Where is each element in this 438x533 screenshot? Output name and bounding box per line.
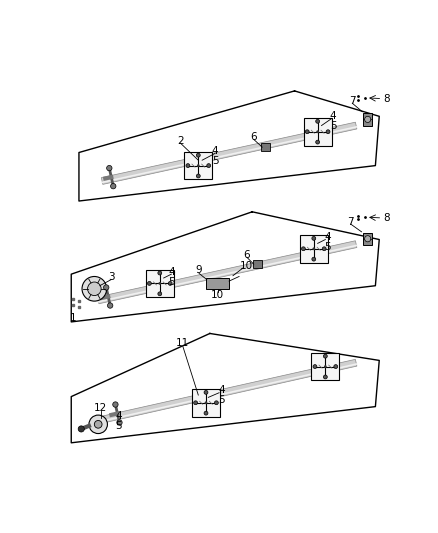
Bar [311, 353, 339, 381]
Polygon shape [101, 359, 357, 423]
Text: 4: 4 [168, 267, 175, 277]
Text: 8: 8 [384, 213, 390, 223]
Text: 11: 11 [176, 338, 190, 349]
Circle shape [113, 402, 118, 407]
Bar [261, 143, 270, 151]
Circle shape [159, 282, 161, 285]
Circle shape [197, 164, 200, 167]
Bar [206, 278, 229, 289]
Circle shape [364, 116, 371, 123]
Circle shape [312, 257, 316, 261]
Circle shape [312, 247, 315, 250]
Text: 6: 6 [244, 250, 250, 260]
Text: 12: 12 [94, 403, 107, 413]
Text: 5: 5 [116, 421, 122, 431]
Bar [304, 118, 332, 146]
Bar [184, 152, 212, 180]
Circle shape [322, 247, 326, 251]
Circle shape [301, 247, 305, 251]
Circle shape [106, 165, 112, 171]
Text: 4: 4 [218, 385, 225, 395]
Text: 4: 4 [330, 111, 336, 122]
Circle shape [334, 365, 338, 368]
Circle shape [158, 271, 162, 275]
Circle shape [205, 401, 207, 404]
Circle shape [312, 237, 316, 240]
Text: 8: 8 [384, 94, 390, 103]
Polygon shape [98, 241, 357, 304]
Circle shape [316, 119, 320, 123]
Bar [363, 232, 372, 245]
Text: 7: 7 [347, 217, 354, 227]
Circle shape [158, 292, 162, 296]
Text: 3: 3 [108, 272, 115, 282]
Circle shape [103, 285, 109, 290]
Circle shape [364, 236, 371, 242]
Bar [300, 235, 328, 263]
Circle shape [326, 130, 330, 134]
Circle shape [204, 411, 208, 415]
Text: 7: 7 [349, 96, 356, 106]
Circle shape [82, 277, 107, 301]
Circle shape [89, 415, 107, 433]
Circle shape [94, 421, 102, 428]
Circle shape [204, 391, 208, 394]
Circle shape [316, 131, 319, 133]
Text: 4: 4 [212, 146, 219, 156]
Polygon shape [101, 122, 357, 184]
Text: 5: 5 [168, 277, 175, 287]
Text: 4: 4 [116, 411, 122, 421]
Text: 5: 5 [325, 242, 331, 252]
Bar [192, 389, 220, 417]
Circle shape [305, 130, 309, 134]
Text: 10: 10 [211, 290, 224, 300]
Circle shape [323, 354, 327, 358]
Circle shape [168, 281, 172, 285]
Bar [363, 113, 372, 126]
Circle shape [313, 365, 317, 368]
Circle shape [88, 282, 101, 296]
Circle shape [110, 183, 116, 189]
Text: 6: 6 [251, 132, 257, 142]
Text: 9: 9 [196, 265, 202, 276]
Text: 1: 1 [70, 313, 76, 323]
Circle shape [186, 164, 190, 167]
Text: 5: 5 [330, 122, 336, 131]
Circle shape [196, 154, 200, 157]
Circle shape [316, 140, 320, 144]
Text: 4: 4 [325, 232, 331, 242]
Circle shape [207, 164, 211, 167]
Circle shape [148, 281, 152, 285]
Circle shape [323, 375, 327, 379]
Circle shape [107, 303, 113, 308]
Circle shape [324, 365, 327, 368]
Text: 10: 10 [240, 261, 253, 271]
Bar [146, 270, 173, 297]
Circle shape [194, 401, 198, 405]
Circle shape [117, 420, 122, 425]
Text: 5: 5 [212, 156, 219, 166]
Circle shape [78, 426, 85, 432]
Bar [253, 261, 262, 268]
Text: 5: 5 [218, 395, 225, 406]
Circle shape [196, 174, 200, 178]
Circle shape [215, 401, 218, 405]
Text: 2: 2 [177, 136, 184, 146]
